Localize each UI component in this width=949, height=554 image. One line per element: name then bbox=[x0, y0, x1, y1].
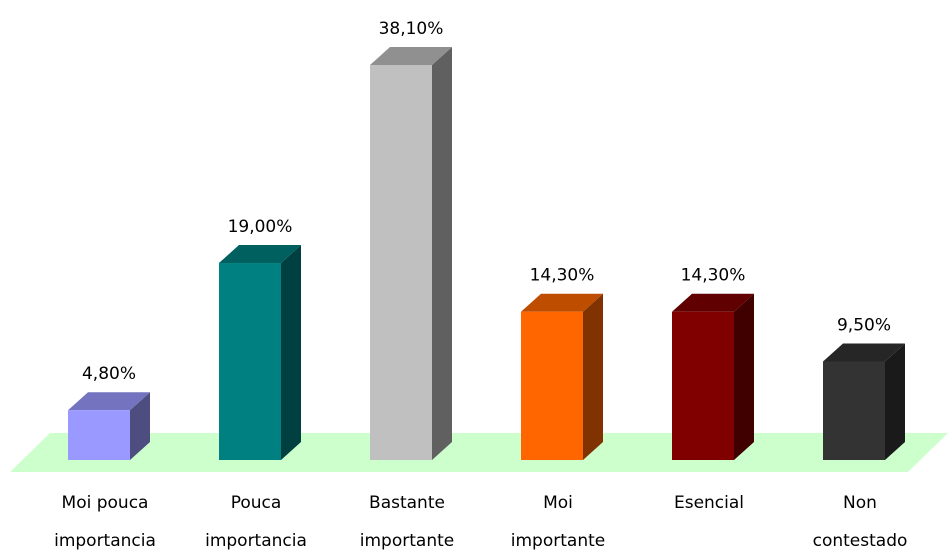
bar-top bbox=[672, 293, 754, 312]
x-tick-label: Pouca bbox=[231, 493, 282, 513]
bar-side bbox=[583, 293, 603, 460]
x-tick-label: Non bbox=[843, 493, 877, 513]
bar-side bbox=[734, 293, 754, 460]
bar-side bbox=[885, 343, 905, 460]
x-tick-label: Moi bbox=[543, 493, 573, 513]
value-label: 14,30% bbox=[681, 266, 746, 286]
x-tick-label: importancia bbox=[205, 531, 307, 551]
x-tick-label: importancia bbox=[54, 531, 156, 551]
bar bbox=[68, 410, 130, 460]
x-tick-label: contestado bbox=[813, 531, 908, 551]
bar bbox=[219, 263, 281, 460]
value-label: 19,00% bbox=[228, 217, 293, 237]
bar-side bbox=[130, 392, 150, 460]
bar-top bbox=[370, 47, 452, 65]
bar-side bbox=[432, 47, 452, 460]
value-label: 4,80% bbox=[82, 364, 136, 384]
x-tick-label: importante bbox=[511, 531, 605, 551]
value-label: 38,10% bbox=[379, 19, 444, 39]
bar-top bbox=[68, 392, 150, 411]
bar-top bbox=[219, 245, 301, 264]
bar-top bbox=[823, 343, 905, 362]
floor bbox=[10, 433, 948, 472]
bar-top bbox=[521, 293, 603, 312]
x-tick-label: Moi pouca bbox=[62, 493, 149, 513]
bar-side bbox=[281, 245, 301, 460]
value-label: 9,50% bbox=[837, 316, 891, 336]
bar bbox=[823, 361, 885, 460]
bar bbox=[521, 311, 583, 460]
value-label: 14,30% bbox=[530, 266, 595, 286]
x-tick-label: Bastante bbox=[369, 493, 445, 513]
bar bbox=[370, 65, 432, 460]
x-tick-label: Esencial bbox=[674, 493, 744, 513]
x-tick-label: importante bbox=[360, 531, 454, 551]
bar bbox=[672, 311, 734, 460]
